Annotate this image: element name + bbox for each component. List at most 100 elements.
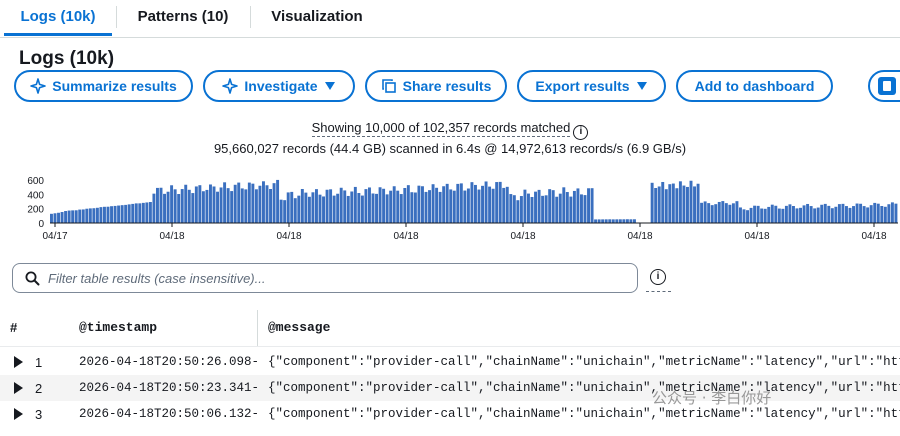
column-resizer[interactable] — [257, 310, 258, 346]
histogram-bar[interactable] — [279, 199, 283, 223]
histogram-bar[interactable] — [336, 193, 340, 223]
histogram-bar[interactable] — [459, 183, 463, 223]
histogram-bar[interactable] — [216, 191, 219, 223]
histogram-bar[interactable] — [378, 187, 382, 223]
histogram-bar[interactable] — [481, 185, 484, 223]
histogram-bar[interactable] — [141, 202, 145, 223]
histogram-bar[interactable] — [417, 185, 421, 223]
histogram-bar[interactable] — [392, 186, 396, 223]
histogram-bar[interactable] — [81, 209, 85, 223]
histogram-bar[interactable] — [159, 187, 163, 223]
histogram-bar[interactable] — [201, 191, 205, 223]
tab-visualization[interactable]: Visualization — [271, 8, 363, 25]
histogram-bar[interactable] — [873, 202, 877, 223]
histogram-bar[interactable] — [382, 188, 386, 223]
histogram-bar[interactable] — [668, 184, 672, 223]
histogram-bar[interactable] — [442, 186, 446, 223]
histogram-bar[interactable] — [594, 219, 598, 223]
table-row[interactable]: 2 2026-04-18T20:50:23.341-… {"component"… — [0, 375, 900, 401]
histogram-bar[interactable] — [406, 185, 410, 223]
histogram-bar[interactable] — [262, 181, 265, 223]
histogram-bar[interactable] — [50, 213, 53, 223]
histogram-bar[interactable] — [739, 207, 742, 223]
histogram-bar[interactable] — [841, 203, 845, 223]
histogram-bar[interactable] — [173, 189, 177, 223]
histogram-bar[interactable] — [576, 188, 580, 223]
histogram-bar[interactable] — [587, 188, 590, 223]
histogram-bar[interactable] — [689, 180, 693, 223]
tab-logs[interactable]: Logs (10k) — [4, 0, 112, 36]
histogram-bar[interactable] — [753, 205, 757, 223]
histogram-bar[interactable] — [876, 203, 880, 223]
histogram-bar[interactable] — [350, 191, 354, 223]
histogram-bar[interactable] — [315, 189, 318, 223]
histogram-bar[interactable] — [604, 219, 608, 223]
histogram-bar[interactable] — [615, 219, 619, 223]
histogram-bar[interactable] — [148, 202, 152, 223]
histogram-bar[interactable] — [519, 196, 523, 223]
histogram-bar[interactable] — [735, 201, 739, 223]
histogram-bar[interactable] — [371, 193, 375, 223]
histogram-bar[interactable] — [583, 195, 587, 223]
histogram-bar[interactable] — [883, 206, 887, 223]
export-results-button[interactable]: Export results — [517, 70, 666, 102]
histogram-bar[interactable] — [364, 189, 368, 223]
histogram-bar[interactable] — [477, 189, 481, 223]
histogram-bar[interactable] — [332, 195, 336, 223]
histogram-bar[interactable] — [113, 205, 117, 223]
histogram-bar[interactable] — [569, 196, 573, 223]
histogram-bar[interactable] — [537, 189, 541, 223]
histogram-bar[interactable] — [357, 193, 361, 223]
histogram-bar[interactable] — [474, 184, 477, 223]
histogram-bar[interactable] — [138, 203, 142, 223]
histogram-bar[interactable] — [654, 187, 658, 223]
histogram-bar[interactable] — [134, 203, 138, 223]
histogram-bar[interactable] — [435, 187, 439, 223]
histogram-bar[interactable] — [413, 192, 417, 223]
histogram-bar[interactable] — [580, 194, 583, 223]
histogram-bar[interactable] — [88, 208, 92, 223]
histogram-bar[interactable] — [247, 182, 251, 223]
histogram-bar[interactable] — [304, 192, 308, 223]
histogram-bar[interactable] — [322, 196, 325, 223]
histogram-bar[interactable] — [57, 212, 60, 223]
histogram-bar[interactable] — [682, 185, 686, 223]
info-icon[interactable]: i — [573, 125, 589, 140]
histogram-bar[interactable] — [852, 206, 855, 223]
histogram-bar[interactable] — [389, 190, 393, 223]
histogram-bar[interactable] — [85, 208, 89, 223]
histogram-bar[interactable] — [760, 208, 764, 223]
histogram-bar[interactable] — [131, 203, 135, 223]
histogram-bar[interactable] — [788, 204, 792, 223]
histogram-bar[interactable] — [488, 186, 492, 223]
histogram-bar[interactable] — [523, 189, 527, 223]
summarize-results-button[interactable]: Summarize results — [14, 70, 193, 102]
info-icon[interactable]: i — [650, 269, 666, 285]
histogram-bar[interactable] — [95, 207, 99, 223]
histogram-bar[interactable] — [601, 219, 605, 223]
histogram-bar[interactable] — [307, 196, 311, 223]
histogram-bar[interactable] — [103, 206, 106, 223]
histogram-bar[interactable] — [541, 195, 545, 223]
histogram-bar[interactable] — [67, 210, 71, 223]
column-header-timestamp[interactable]: @timestamp — [79, 320, 158, 335]
histogram-bar[interactable] — [714, 204, 718, 223]
histogram-bar[interactable] — [675, 188, 679, 223]
histogram-bar[interactable] — [424, 191, 428, 223]
histogram-bar[interactable] — [721, 201, 725, 223]
histogram-bar[interactable] — [360, 195, 364, 223]
histogram-bar[interactable] — [890, 202, 894, 223]
histogram-bar[interactable] — [191, 193, 195, 223]
histogram-bar[interactable] — [502, 187, 506, 223]
histogram-bar[interactable] — [866, 207, 870, 223]
histogram-bar[interactable] — [124, 204, 128, 223]
histogram-bar[interactable] — [438, 191, 442, 223]
histogram-bar[interactable] — [353, 186, 357, 223]
share-results-button[interactable]: Share results — [365, 70, 507, 102]
histogram-bar[interactable] — [629, 219, 633, 223]
histogram-bar[interactable] — [428, 190, 431, 223]
histogram-bar[interactable] — [534, 191, 537, 223]
histogram-bar[interactable] — [848, 207, 852, 223]
histogram-bar[interactable] — [544, 195, 548, 223]
histogram-bar[interactable] — [728, 204, 732, 223]
